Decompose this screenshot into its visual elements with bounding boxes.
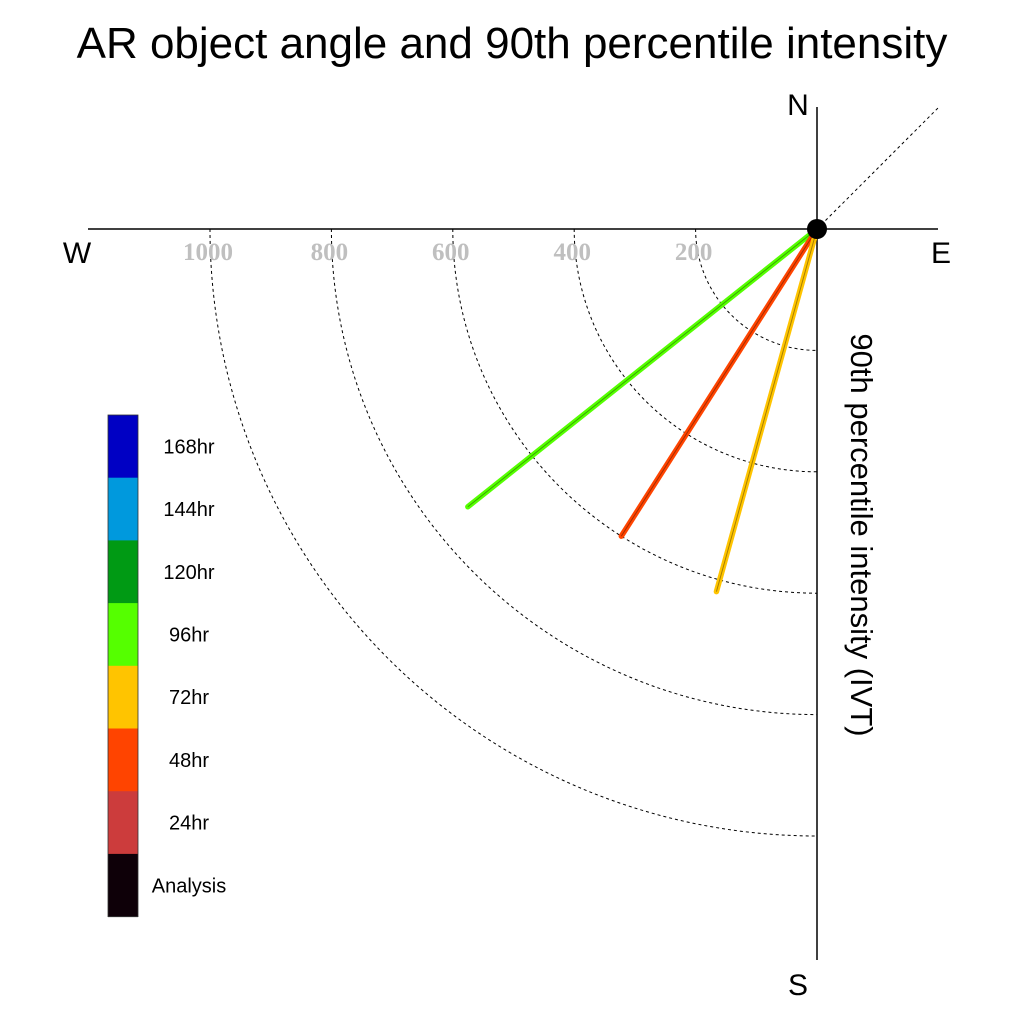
legend-swatch-96hr <box>108 603 138 667</box>
legend-label: 24hr <box>169 813 209 835</box>
y-axis-label: 90th percentile intensity (IVT) <box>844 333 879 736</box>
series-vector-48hr <box>618 226 820 539</box>
legend-swatch-144hr <box>108 477 138 541</box>
compass-north-label: N <box>787 89 809 122</box>
legend-label: 144hr <box>163 499 214 521</box>
compass-west-label: W <box>63 237 92 270</box>
legend-swatch-120hr <box>108 540 138 604</box>
origin-marker <box>807 219 827 239</box>
radial-tick-label: 1000 <box>183 239 233 266</box>
grid-arc-200 <box>695 228 818 351</box>
series-vector-96hr <box>465 226 820 510</box>
legend-frame <box>107 414 139 918</box>
series-vector-core-48hr <box>620 228 818 537</box>
radial-tick-label: 400 <box>553 239 591 266</box>
legend-label: Analysis <box>152 875 226 897</box>
legend-swatch-168hr <box>108 415 138 479</box>
series-vector-core-96hr <box>467 228 818 508</box>
grid-arc-400 <box>573 228 818 473</box>
radial-grid <box>209 228 818 837</box>
legend-label: 72hr <box>169 687 209 709</box>
legend-label: 120hr <box>163 562 214 584</box>
radial-tick-label: 200 <box>675 239 713 266</box>
grid-arc-1000 <box>209 228 818 837</box>
grid-arc-800 <box>330 228 818 716</box>
legend-swatch-Analysis <box>108 853 138 918</box>
compass-south-label: S <box>788 969 808 1002</box>
chart-title: AR object angle and 90th percentile inte… <box>77 19 948 68</box>
legend-label: 168hr <box>163 436 214 458</box>
legend: 168hr 144hr 120hr 96hr 72hr 48hr 24hr Analysis <box>107 414 226 918</box>
series-vector-72hr <box>713 226 820 595</box>
series-vectors <box>465 226 820 595</box>
radial-tick-labels: 200 400 600 800 1000 <box>183 239 712 266</box>
legend-label: 96hr <box>169 624 209 646</box>
radial-tick-label: 600 <box>432 239 470 266</box>
legend-label: 48hr <box>169 750 209 772</box>
legend-swatch-48hr <box>108 728 138 792</box>
legend-swatch-72hr <box>108 665 138 729</box>
series-vector-core-72hr <box>715 228 818 592</box>
grid-arc-600 <box>452 228 818 594</box>
radial-tick-label: 800 <box>311 239 349 266</box>
reference-diagonal <box>816 105 941 230</box>
compass-east-label: E <box>931 237 951 270</box>
legend-swatch-24hr <box>108 791 138 855</box>
compass-axes <box>88 105 941 960</box>
